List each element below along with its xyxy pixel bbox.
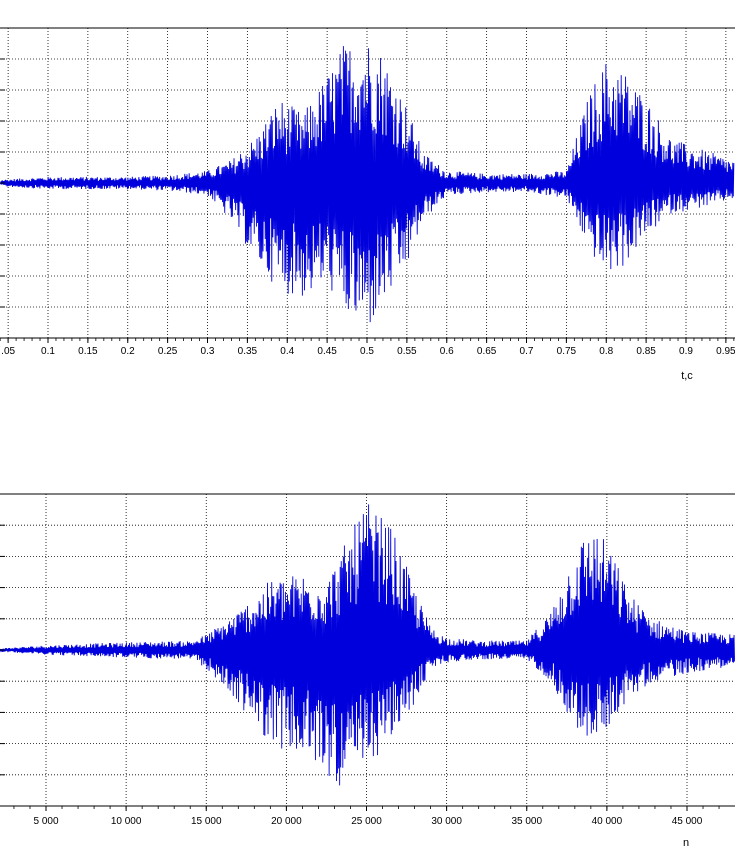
x-tick-label: 0.9 [679, 346, 693, 357]
x-tick-label: 20 000 [271, 816, 302, 827]
chart-bottom-axes [0, 493, 735, 811]
x-tick-label: 0.8 [599, 346, 613, 357]
chart-bottom-sample-domain: 5 000 10 000 15 000 20 000 25 000 30 000 35 00… [0, 493, 735, 849]
x-tick-label: 0.95 [716, 346, 735, 357]
chart-bottom-x-ticks: 5 000 10 000 15 000 20 000 25 000 30 000 35 00… [33, 816, 702, 827]
x-tick-label: 25 000 [351, 816, 382, 827]
x-tick-label: 0.7 [520, 346, 534, 357]
x-tick-label: 0.6 [440, 346, 454, 357]
x-tick-label: 0.55 [397, 346, 417, 357]
x-tick-label: 40 000 [592, 816, 623, 827]
chart-top-axes [0, 27, 735, 343]
x-tick-label: 5 000 [33, 816, 58, 827]
x-tick-label: 0.5 [360, 346, 374, 357]
x-tick-label: 0.85 [636, 346, 656, 357]
waveform-line [0, 504, 735, 786]
chart-bottom-xlabel: n [683, 837, 689, 849]
chart-bottom-waveform [0, 504, 735, 786]
x-tick-label: 15 000 [191, 816, 222, 827]
x-tick-label: 0.2 [121, 346, 135, 357]
x-tick-label: 0.3 [201, 346, 215, 357]
x-tick-label: 0.25 [158, 346, 178, 357]
chart-top-x-ticks: .05 0.1 0.15 0.2 0.25 0.3 0.35 0.4 0.45 0.5 0.55 0.… [1, 346, 735, 357]
x-tick-label: 0.45 [317, 346, 337, 357]
x-tick-label: 10 000 [111, 816, 142, 827]
x-tick-label: 45 000 [672, 816, 703, 827]
x-tick-label: 0.1 [41, 346, 55, 357]
x-tick-label: 35 000 [511, 816, 542, 827]
chart-top-time-domain: .05 0.1 0.15 0.2 0.25 0.3 0.35 0.4 0.45 0.5 0.55 0.… [0, 27, 735, 382]
x-tick-label: .05 [1, 346, 15, 357]
x-tick-label: 0.75 [557, 346, 577, 357]
waveform-line [0, 46, 735, 323]
x-tick-label: 30 000 [431, 816, 462, 827]
x-tick-label: 0.4 [280, 346, 294, 357]
x-tick-label: 0.15 [78, 346, 98, 357]
x-tick-label: 0.35 [238, 346, 258, 357]
chart-top-xlabel: t,c [681, 370, 693, 382]
chart-top-waveform [0, 46, 735, 323]
x-tick-label: 0.65 [477, 346, 497, 357]
